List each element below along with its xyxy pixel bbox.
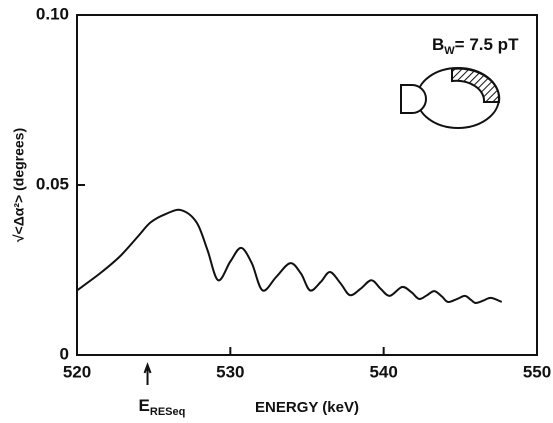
- y-tick-label: 0: [60, 344, 69, 363]
- x-tick-label: 550: [523, 362, 551, 381]
- annotation: ERESeq: [139, 396, 186, 417]
- x-tick-label: 530: [216, 362, 244, 381]
- data-line: [76, 208, 503, 304]
- inset-diagram: [400, 67, 501, 129]
- y-tick-label: 0.05: [36, 174, 69, 193]
- plot-frame: [76, 14, 538, 356]
- x-tick-label: 520: [63, 362, 91, 381]
- y-axis-label: √<Δα²> (degrees): [11, 128, 27, 242]
- inset-label: BW= 7.5 pT: [432, 35, 519, 56]
- annotation-text: E: [139, 396, 150, 415]
- x-tick-label: 540: [369, 362, 397, 381]
- y-tick-label: 0.10: [36, 4, 69, 23]
- annotation-subscript: RESeq: [150, 406, 185, 418]
- x-axis-label: ENERGY (keV): [255, 399, 359, 416]
- annotation-arrow: [143, 362, 152, 385]
